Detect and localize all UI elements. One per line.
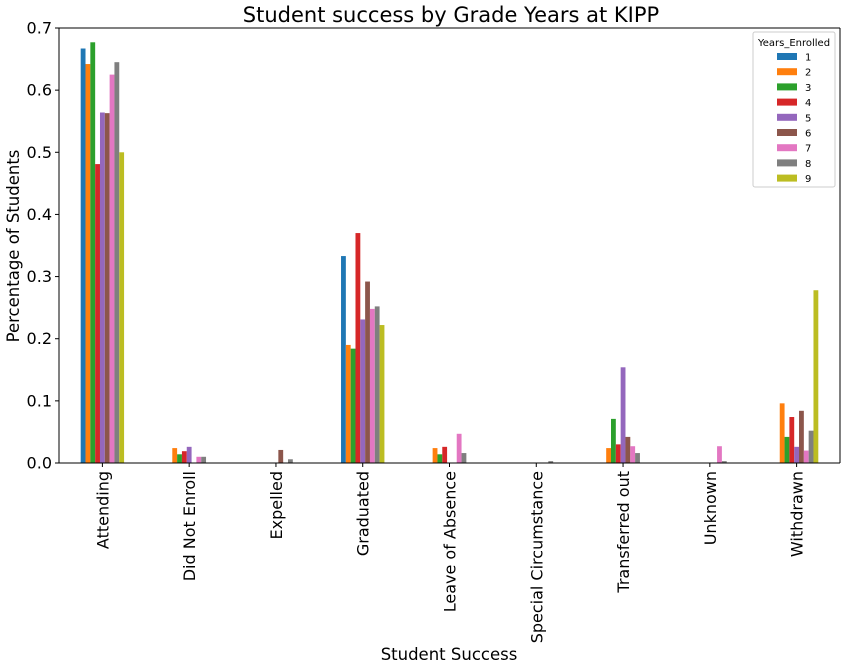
- bar-attending-years-1: [80, 48, 86, 463]
- bar-withdrawn-years-6: [799, 410, 804, 463]
- bar-withdrawn-years-4: [789, 417, 795, 463]
- y-axis-ticks: 0.0 0.1 0.2 0.3 0.4 0.5 0.6 0.7: [27, 19, 59, 473]
- bar-unknown-years-8: [721, 461, 727, 463]
- legend-label-5: 5: [805, 113, 811, 124]
- bar-graduated-years-6: [365, 281, 370, 463]
- bar-expelled-years-8: [288, 459, 293, 463]
- bar-withdrawn-years-7: [803, 450, 809, 463]
- legend-label-8: 8: [805, 159, 811, 170]
- y-tick-label: 0.5: [27, 143, 52, 162]
- bar-leave-of-absence-years-7: [456, 433, 462, 463]
- bar-graduated-years-3: [350, 348, 356, 463]
- bar-did-not-enroll-years-7: [196, 456, 202, 463]
- bar-transferred-out-years-2: [606, 448, 611, 463]
- y-tick-label: 0.2: [27, 329, 52, 348]
- bar-transferred-out-years-5: [620, 367, 626, 463]
- x-tick-label: Attending: [93, 471, 112, 549]
- x-tick-label: Withdrawn: [788, 471, 807, 557]
- x-axis-ticks: Attending Did Not Enroll Expelled Graduated…: [93, 463, 807, 643]
- bar-graduated-years-9: [379, 325, 385, 463]
- bar-did-not-enroll-years-5: [186, 446, 192, 463]
- bar-attending-years-7: [109, 74, 115, 464]
- legend-label-3: 3: [805, 83, 811, 94]
- legend-label-4: 4: [805, 98, 811, 109]
- bar-attending-years-5: [99, 112, 105, 463]
- bar-did-not-enroll-years-8: [201, 456, 207, 463]
- legend-label-9: 9: [805, 174, 811, 185]
- x-tick-label: Unknown: [701, 471, 720, 545]
- bar-withdrawn-years-8: [808, 430, 814, 463]
- bar-graduated-years-1: [341, 256, 346, 463]
- bar-withdrawn-years-3: [784, 436, 790, 463]
- bar-withdrawn-years-5: [794, 446, 800, 463]
- bar-leave-of-absence-years-2: [432, 448, 438, 463]
- bar-attending-years-2: [85, 64, 91, 463]
- legend-label-7: 7: [805, 144, 811, 155]
- bar-withdrawn-years-9: [813, 290, 819, 463]
- legend: Years_Enrolled 1 2 3 4 5 6 7 8 9: [752, 31, 836, 188]
- bar-leave-of-absence-years-8: [461, 453, 467, 463]
- bar-did-not-enroll-years-2: [172, 448, 178, 463]
- x-tick-label: Leave of Absence: [441, 471, 460, 612]
- bar-leave-of-absence-years-3: [437, 454, 443, 463]
- y-tick-label: 0.1: [27, 391, 52, 410]
- legend-swatch-8: [777, 159, 797, 167]
- plot-frame: [58, 27, 841, 464]
- bar-leave-of-absence-years-4: [442, 446, 448, 463]
- legend-swatch-7: [777, 144, 797, 152]
- bar-did-not-enroll-years-3: [177, 454, 182, 463]
- x-tick-label: Did Not Enroll: [180, 471, 199, 581]
- legend-swatch-6: [777, 129, 797, 136]
- legend-title: Years_Enrolled: [757, 38, 830, 49]
- x-axis-label: Student Success: [381, 645, 518, 664]
- bar-attending-years-9: [119, 152, 125, 464]
- bar-attending-years-4: [95, 164, 100, 463]
- bar-graduated-years-2: [345, 344, 351, 463]
- bar-transferred-out-years-3: [611, 418, 616, 463]
- y-tick-label: 0.7: [27, 19, 52, 38]
- bar-withdrawn-years-2: [779, 403, 785, 463]
- bar-graduated-years-5: [360, 319, 366, 463]
- bar-transferred-out-years-7: [630, 446, 636, 463]
- chart-title: Student success by Grade Years at KIPP: [243, 3, 659, 27]
- bar-graduated-years-7: [369, 308, 375, 463]
- legend-swatch-9: [777, 174, 797, 182]
- x-tick-label: Special Circumstance: [527, 471, 546, 643]
- bar-graduated-years-4: [355, 233, 361, 463]
- y-tick-label: 0.3: [27, 267, 52, 286]
- y-tick-label: 0.6: [27, 81, 52, 100]
- bar-special-circumstance-years-8: [548, 461, 554, 463]
- legend-swatch-5: [777, 113, 797, 121]
- legend-swatch-1: [777, 53, 797, 60]
- bar-unknown-years-7: [717, 446, 722, 463]
- bar-graduated-years-8: [374, 306, 380, 463]
- legend-swatch-3: [777, 83, 797, 91]
- bar-transferred-out-years-8: [635, 453, 640, 463]
- bar-attending-years-3: [90, 42, 96, 463]
- legend-box: [752, 31, 836, 188]
- bar-attending-years-6: [104, 113, 110, 463]
- bar-transferred-out-years-6: [625, 436, 631, 463]
- legend-items: 1 2 3 4 5 6 7 8 9: [777, 53, 811, 185]
- x-tick-label: Graduated: [354, 471, 373, 556]
- legend-label-1: 1: [805, 53, 811, 64]
- y-tick-label: 0.0: [27, 454, 52, 473]
- x-tick-label: Transferred out: [614, 471, 633, 594]
- bar-attending-years-8: [114, 62, 120, 464]
- y-axis-label: Percentage of Students: [4, 150, 23, 343]
- bar-transferred-out-years-4: [615, 444, 621, 463]
- legend-swatch-4: [777, 98, 797, 106]
- bar-did-not-enroll-years-4: [181, 451, 187, 463]
- legend-swatch-2: [777, 68, 797, 76]
- legend-label-6: 6: [805, 129, 811, 140]
- bar-expelled-years-6: [278, 449, 284, 463]
- bars-group: [80, 42, 819, 464]
- x-tick-label: Expelled: [267, 471, 286, 539]
- y-tick-label: 0.4: [27, 205, 52, 224]
- legend-label-2: 2: [805, 68, 811, 79]
